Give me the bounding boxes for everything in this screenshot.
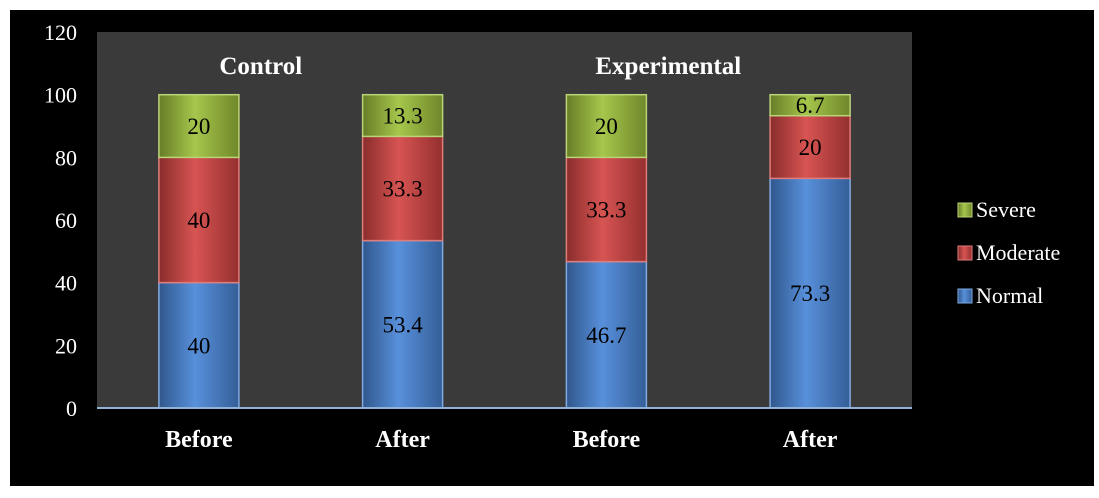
y-tick-label-1: 20 — [55, 333, 77, 358]
data-label-moderate-1: 33.3 — [382, 177, 422, 202]
bar-severe-0 — [158, 93, 240, 159]
data-label-severe-1: 13.3 — [382, 104, 422, 129]
data-label-moderate-3: 20 — [799, 135, 822, 160]
legend-label-normal: Normal — [976, 283, 1043, 308]
bar-moderate-0 — [158, 156, 240, 284]
legend-swatch-moderate — [957, 245, 973, 261]
bar-normal-0 — [158, 281, 240, 409]
bar-severe-3 — [769, 93, 851, 117]
y-tick-label-5: 100 — [44, 83, 77, 108]
y-tick-label-3: 60 — [55, 208, 77, 233]
data-label-normal-3: 73.3 — [790, 281, 830, 306]
y-tick-label-4: 80 — [55, 145, 77, 170]
legend-label-moderate: Moderate — [976, 240, 1060, 265]
data-label-severe-2: 20 — [595, 114, 618, 139]
data-label-normal-0: 40 — [187, 333, 210, 358]
y-tick-label-6: 120 — [44, 20, 77, 45]
legend-label-severe: Severe — [976, 197, 1036, 222]
x-tick-label-0: Before — [165, 427, 233, 453]
bars-group — [158, 93, 851, 409]
data-label-moderate-2: 33.3 — [586, 198, 626, 223]
legend-swatch-severe — [957, 202, 973, 218]
x-axis: Before After Before After — [165, 427, 838, 453]
bar-normal-3 — [769, 177, 851, 409]
bar-moderate-2 — [565, 156, 648, 263]
x-tick-label-3: After — [783, 427, 838, 453]
legend: Severe Moderate Normal — [957, 197, 1060, 308]
bar-moderate-1 — [361, 135, 444, 242]
group-label-0: Control — [219, 53, 302, 80]
bar-severe-2 — [565, 93, 648, 159]
data-label-normal-2: 46.7 — [586, 323, 626, 348]
bar-severe-1 — [361, 93, 444, 138]
data-labels-group: 40 40 20 53.4 33.3 13.3 46.7 33.3 20 73.3 20 6.7 — [187, 93, 830, 358]
group-label-1: Experimental — [595, 53, 741, 80]
data-label-severe-3: 6.7 — [796, 93, 825, 118]
y-axis: 0 20 40 60 80 100 120 — [44, 20, 77, 421]
data-label-severe-0: 20 — [187, 114, 210, 139]
data-label-moderate-0: 40 — [187, 208, 210, 233]
y-tick-label-0: 0 — [66, 396, 77, 421]
y-tick-label-2: 40 — [55, 271, 77, 296]
x-tick-label-2: Before — [573, 427, 641, 453]
data-label-normal-1: 53.4 — [382, 312, 423, 337]
legend-swatch-normal — [957, 288, 973, 304]
x-tick-label-1: After — [375, 427, 430, 453]
group-labels: Control Experimental — [219, 53, 741, 80]
